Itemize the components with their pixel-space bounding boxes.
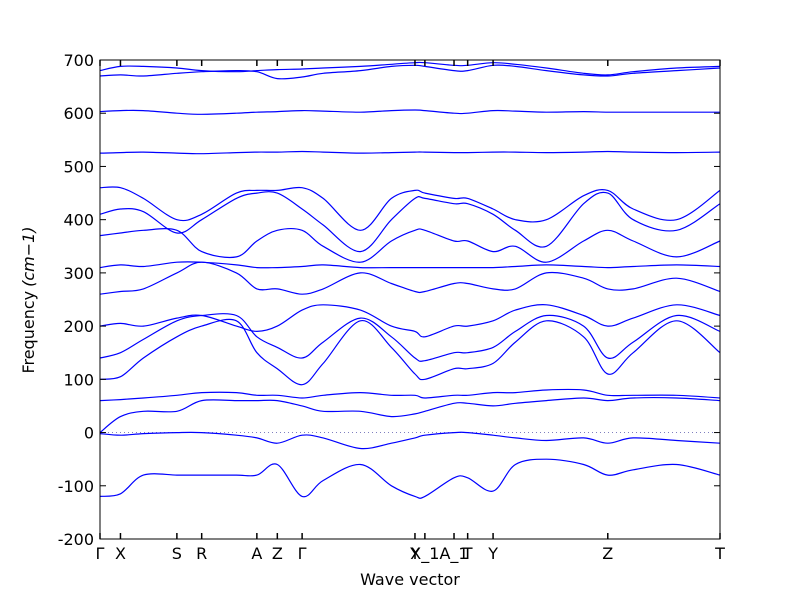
y-tick-label: 600 [63, 104, 94, 123]
y-tick-label: 300 [63, 264, 94, 283]
y-tick-label: 0 [84, 424, 94, 443]
phonon-band-12 [99, 186, 721, 231]
x-tick-label: A [251, 544, 262, 563]
y-tick-label: 200 [63, 317, 94, 336]
x-tick-label: Z [272, 544, 283, 563]
phonon-band-11 [99, 191, 721, 253]
x-tick-label: T [714, 544, 725, 563]
phonon-band-13 [99, 150, 721, 155]
y-axis-unit: (cm−1) [19, 226, 38, 286]
x-tick-label: Γ [298, 544, 307, 563]
x-tick-label: Y [487, 544, 498, 563]
x-tick-label: X [115, 544, 126, 563]
phonon-band-3 [99, 397, 721, 434]
x-tick-label: Y [409, 544, 420, 563]
phonon-band-10 [99, 228, 721, 263]
x-tick-label: S [172, 544, 182, 563]
phonon-band-15 [99, 64, 721, 80]
x-tick-label: A_1 [439, 544, 468, 564]
x-axis-ticks: Γ X S R A Z Γ YX_1 A_1T Y Z T [96, 60, 725, 564]
phonon-band-7 [99, 304, 721, 338]
y-axis-ticks: -200 -100 0 100 200 300 400 500 600 700 [58, 51, 720, 549]
phonon-band-14 [99, 109, 720, 115]
y-tick-label: 400 [63, 211, 94, 230]
phonon-band-5 [99, 318, 721, 386]
x-tick-label: T [462, 544, 473, 563]
x-tick-label: Z [602, 544, 613, 563]
y-tick-label: 500 [63, 157, 94, 176]
plot-area [99, 61, 721, 499]
y-tick-label: -200 [58, 530, 94, 549]
phonon-band-1 [99, 458, 721, 499]
phonon-band-9 [99, 261, 721, 269]
axes-frame [99, 59, 721, 540]
x-tick-label: R [196, 544, 207, 563]
y-tick-label: 700 [63, 51, 94, 70]
y-axis-title-text: Frequency [19, 291, 38, 374]
y-tick-label: 100 [63, 370, 94, 389]
phonon-band-4 [99, 388, 721, 402]
x-tick-label: Γ [96, 544, 105, 563]
phonon-band-16 [99, 61, 721, 76]
x-tick-label: X_1 [410, 544, 439, 564]
phonon-band-2 [99, 431, 721, 450]
y-axis-title: Frequency (cm−1) [19, 226, 38, 373]
y-tick-label: -100 [58, 477, 94, 496]
x-axis-title: Wave vector [360, 570, 460, 589]
